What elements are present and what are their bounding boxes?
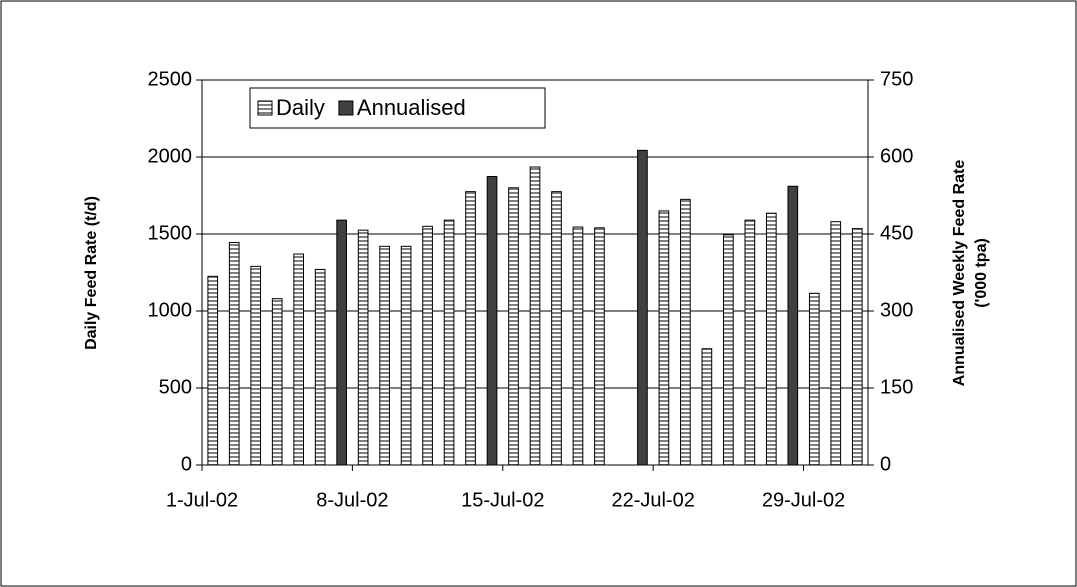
y2-tick-label: 750: [880, 68, 913, 90]
bar: [723, 234, 734, 466]
bar: [658, 210, 670, 466]
y-tick-label: 2500: [148, 68, 193, 90]
bar: [508, 187, 519, 466]
y-axis-title: Daily Feed Rate (t/d): [83, 196, 100, 350]
y2-tick-label: 0: [880, 453, 891, 475]
y-tick-label: 2000: [148, 145, 193, 167]
bar: [443, 219, 455, 466]
bar: [314, 268, 326, 466]
bar: [744, 219, 756, 466]
x-tick-label: 15-Jul-02: [461, 489, 544, 511]
bar: [594, 227, 605, 466]
bar: [336, 219, 347, 466]
bar: [851, 228, 863, 466]
bar: [422, 225, 433, 466]
y-tick-label: 0: [181, 453, 192, 475]
y2-tick-label: 300: [880, 299, 913, 321]
legend-swatch: [257, 100, 273, 116]
y-tick-label: 500: [159, 376, 192, 398]
bar: [808, 292, 820, 466]
bar: [637, 149, 648, 466]
bar: [250, 265, 262, 466]
y2-axis-title: ('000 tpa): [973, 238, 990, 308]
bar: [271, 298, 283, 466]
y2-axis-title: Annualised Weekly Feed Rate: [951, 160, 968, 387]
bar: [379, 245, 390, 466]
bar: [529, 166, 541, 466]
bar: [572, 226, 584, 466]
x-tick-label: 22-Jul-02: [611, 489, 694, 511]
bar: [787, 185, 799, 466]
x-tick-label: 1-Jul-02: [166, 489, 238, 511]
x-tick-label: 29-Jul-02: [762, 489, 845, 511]
y2-tick-label: 450: [880, 222, 913, 244]
y2-tick-label: 600: [880, 145, 913, 167]
legend-box: [249, 87, 546, 129]
y-tick-label: 1000: [148, 299, 193, 321]
bar: [701, 348, 713, 466]
bar: [680, 198, 691, 466]
bar: [207, 275, 219, 466]
bar: [357, 229, 369, 466]
bar: [551, 191, 562, 466]
legend-label: Daily: [276, 95, 325, 120]
bar: [486, 176, 498, 466]
bar: [400, 245, 412, 466]
bar: [465, 191, 476, 466]
bar: [765, 212, 777, 466]
legend-label: Annualised: [357, 95, 466, 120]
bar: [293, 253, 305, 466]
y2-tick-label: 150: [880, 376, 913, 398]
bar: [830, 221, 842, 466]
legend-swatch: [338, 100, 354, 116]
x-tick-label: 8-Jul-02: [316, 489, 388, 511]
y-tick-label: 1500: [148, 222, 193, 244]
bar: [228, 241, 240, 466]
